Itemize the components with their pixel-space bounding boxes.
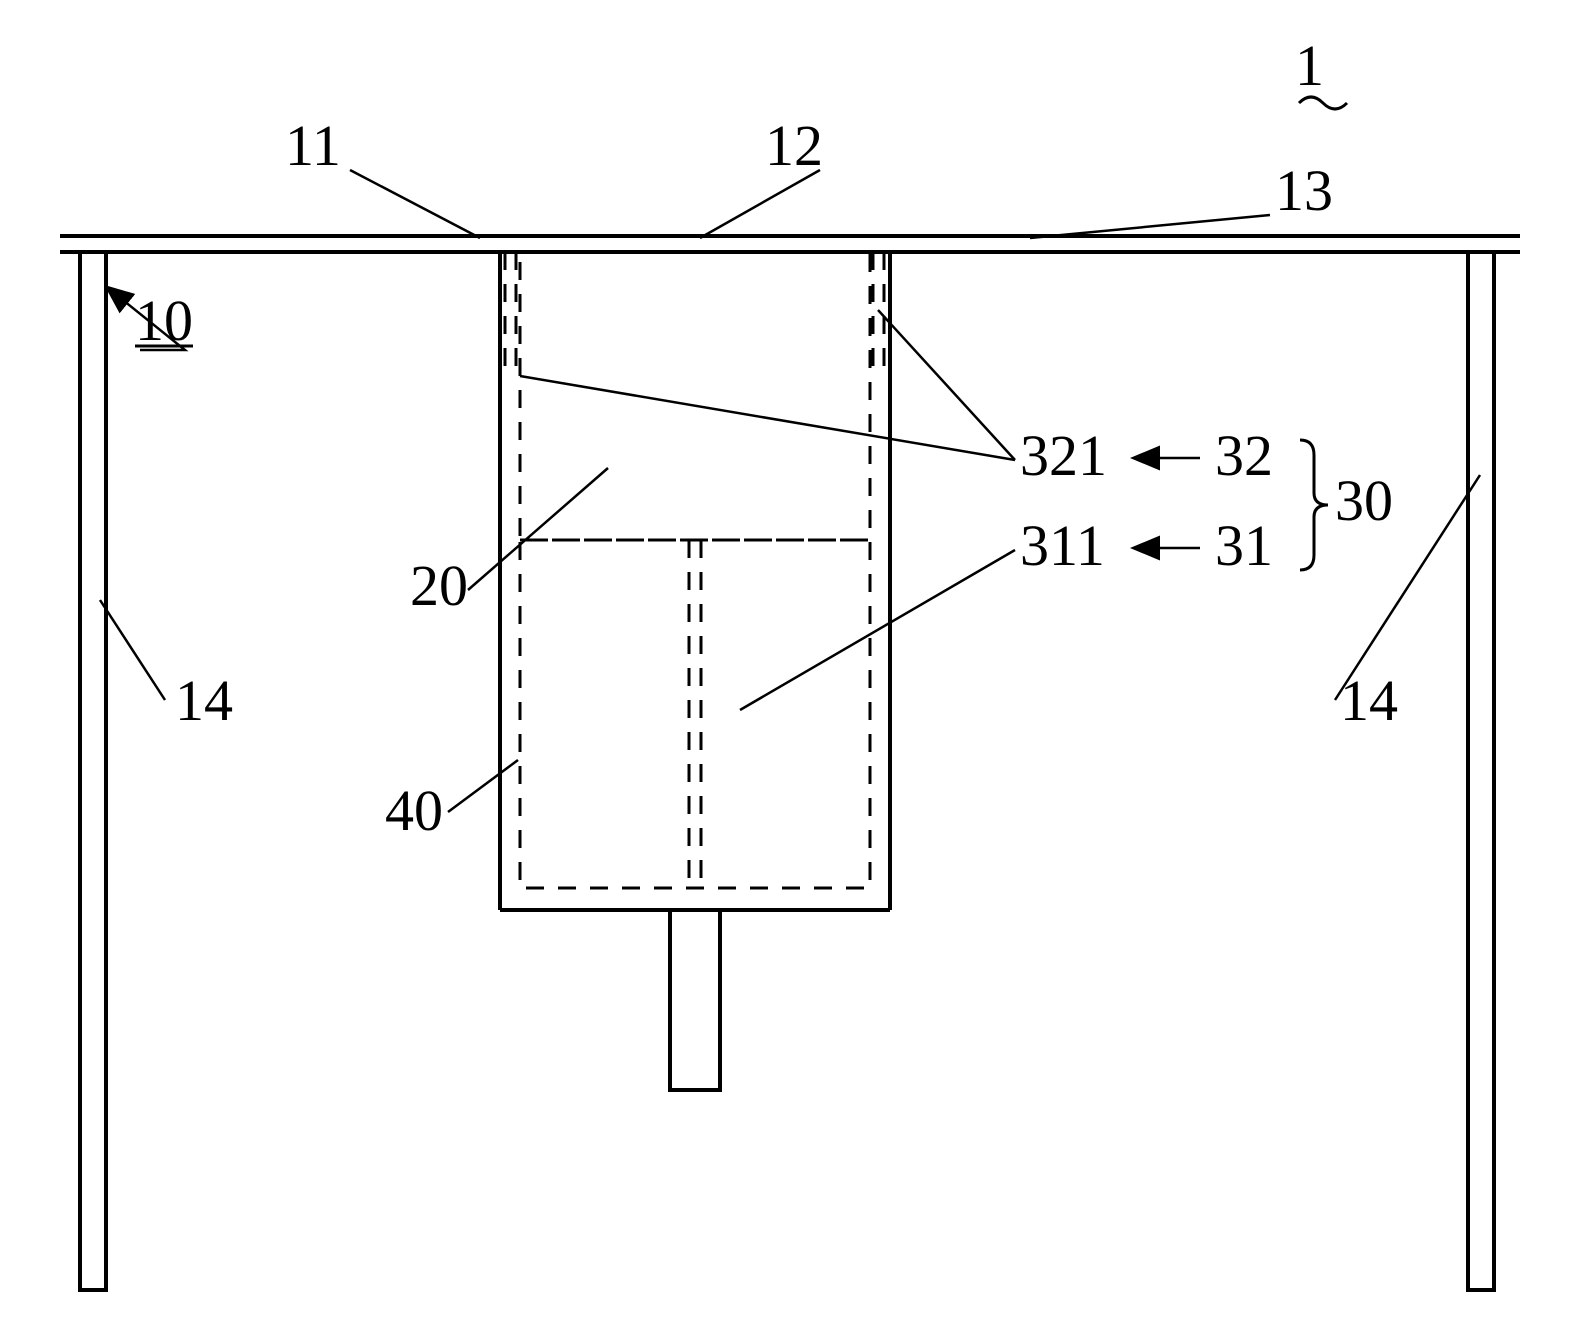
leader-321a (878, 310, 1015, 460)
solid-structure (60, 236, 1520, 1290)
label-10: 10 (135, 288, 193, 353)
label-1: 1 (1295, 33, 1324, 98)
label-11: 11 (285, 113, 341, 178)
label-20: 20 (410, 553, 468, 618)
leader-311 (740, 550, 1015, 710)
label-40: 40 (385, 778, 443, 843)
leader-321b (520, 376, 1015, 460)
diagram-svg: 11112131032132203113130141440 (0, 0, 1575, 1319)
leader-20 (468, 468, 608, 590)
inner-top-box (520, 252, 870, 540)
labels-group: 11112131032132203113130141440 (135, 33, 1398, 843)
leader-11 (350, 170, 480, 238)
label-311: 311 (1020, 513, 1105, 578)
leg-right (1468, 252, 1494, 1290)
label-13: 13 (1275, 158, 1333, 223)
label-321: 321 (1020, 423, 1107, 488)
label-32: 32 (1215, 423, 1273, 488)
leader-12 (700, 170, 820, 238)
tilde-1 (1299, 97, 1347, 109)
leader-40 (448, 760, 518, 812)
leg-left (80, 252, 106, 1290)
label-14: 14 (175, 668, 233, 733)
leader-14L (100, 600, 165, 700)
label-31: 31 (1215, 513, 1273, 578)
leader-lines (100, 170, 1480, 812)
label-14: 14 (1340, 668, 1398, 733)
inner-bottom-box (520, 540, 870, 888)
rod (670, 910, 720, 1090)
dashed-structure (500, 252, 890, 888)
brace-30 (1300, 440, 1328, 570)
label-12: 12 (765, 113, 823, 178)
label-30: 30 (1335, 468, 1393, 533)
